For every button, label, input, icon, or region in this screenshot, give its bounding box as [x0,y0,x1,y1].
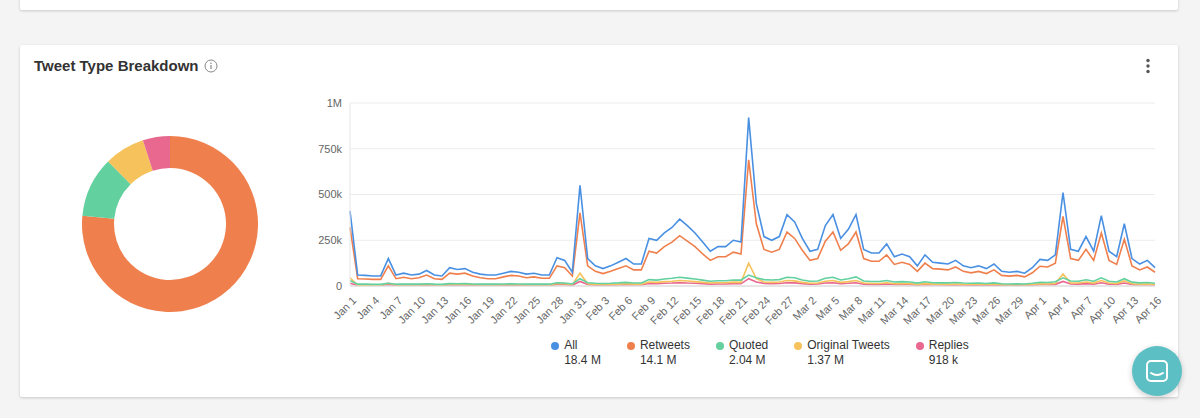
svg-text:Jan 22: Jan 22 [487,294,520,326]
svg-text:1M: 1M [327,97,342,109]
svg-text:Feb 18: Feb 18 [693,294,727,327]
svg-text:Jan 25: Jan 25 [510,294,543,326]
svg-text:Apr 7: Apr 7 [1067,294,1095,322]
svg-text:Feb 3: Feb 3 [583,294,611,322]
svg-text:0: 0 [336,280,342,292]
html-text:All: All [564,338,578,352]
svg-text:Mar 14: Mar 14 [877,294,911,327]
svg-text:Mar 5: Mar 5 [813,294,841,322]
svg-text:Jan 31: Jan 31 [557,294,589,326]
svg-text:Apr 4: Apr 4 [1044,294,1071,321]
svg-text:Mar 29: Mar 29 [993,294,1026,327]
svg-text:Feb 9: Feb 9 [629,294,658,323]
svg-text:Feb 12: Feb 12 [647,294,681,327]
html-text:Replies: Replies [928,338,969,352]
svg-text:Apr 10: Apr 10 [1086,294,1118,326]
svg-text:Mar 23: Mar 23 [946,294,980,327]
svg-text:Jan 4: Jan 4 [354,294,382,322]
html-text:Original Tweets: Original Tweets [807,338,890,352]
html-text:918 k: 918 k [928,353,959,367]
svg-text:Feb 27: Feb 27 [763,294,796,327]
svg-text:Feb 21: Feb 21 [716,294,750,327]
svg-text:Mar 8: Mar 8 [836,294,865,323]
html-text:1.37 M: 1.37 M [807,353,844,367]
svg-text:Mar 11: Mar 11 [855,294,888,327]
svg-text:Feb 15: Feb 15 [670,294,704,327]
html-text:2.04 M: 2.04 M [728,353,766,367]
svg-text:Apr 13: Apr 13 [1109,294,1141,326]
svg-text:Jan 13: Jan 13 [418,294,451,326]
svg-text:Feb 6: Feb 6 [606,294,634,322]
html-text:Retweets: Retweets [639,338,690,352]
svg-text:750k: 750k [318,143,342,155]
svg-text:Mar 2: Mar 2 [790,294,818,322]
html-text:Quoted: Quoted [728,338,769,352]
svg-text:Mar 17: Mar 17 [900,294,934,327]
svg-text:Apr 16: Apr 16 [1132,294,1163,325]
svg-text:Mar 26: Mar 26 [969,294,1003,327]
svg-text:Jan 16: Jan 16 [441,294,474,326]
svg-text:Jan 28: Jan 28 [533,294,566,326]
svg-text:Jan 10: Jan 10 [395,294,428,326]
svg-text:250k: 250k [318,234,342,246]
svg-text:500k: 500k [318,188,342,200]
html-text:Tweet Type Breakdown: Tweet Type Breakdown [34,57,199,74]
html-text:18.4 M: 18.4 M [564,353,601,367]
svg-text:Jan 7: Jan 7 [377,294,405,322]
svg-text:Jan 19: Jan 19 [464,294,497,326]
svg-text:Mar 20: Mar 20 [923,294,957,327]
svg-text:Feb 24: Feb 24 [739,294,773,327]
html-text:14.1 M: 14.1 M [639,353,677,367]
svg-text:Jan 1: Jan 1 [331,294,359,322]
svg-text:Apr 1: Apr 1 [1021,294,1048,321]
